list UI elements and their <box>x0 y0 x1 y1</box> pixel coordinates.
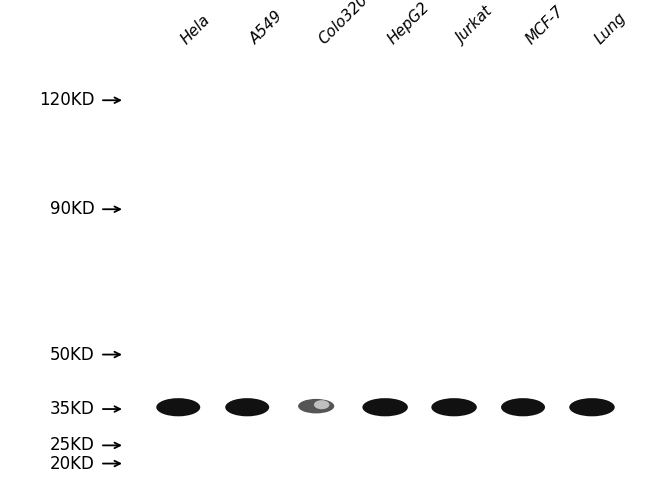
Text: 90KD: 90KD <box>50 200 95 218</box>
Text: Lung: Lung <box>592 10 629 47</box>
Ellipse shape <box>298 399 334 413</box>
Text: 50KD: 50KD <box>50 346 95 364</box>
Ellipse shape <box>225 398 269 416</box>
Text: Jurkat: Jurkat <box>454 5 496 47</box>
Ellipse shape <box>501 398 545 416</box>
Text: MCF-7: MCF-7 <box>523 3 567 47</box>
Text: HepG2: HepG2 <box>385 0 433 47</box>
Ellipse shape <box>432 398 477 416</box>
Text: 20KD: 20KD <box>50 455 95 473</box>
Text: Colo320: Colo320 <box>316 0 371 47</box>
Text: Hela: Hela <box>178 12 213 47</box>
Ellipse shape <box>156 398 200 416</box>
Ellipse shape <box>569 398 615 416</box>
Text: 25KD: 25KD <box>50 436 95 454</box>
Ellipse shape <box>314 400 330 409</box>
Text: 35KD: 35KD <box>50 400 95 418</box>
Text: A549: A549 <box>247 9 286 47</box>
Text: 120KD: 120KD <box>40 91 95 109</box>
Ellipse shape <box>362 398 408 416</box>
